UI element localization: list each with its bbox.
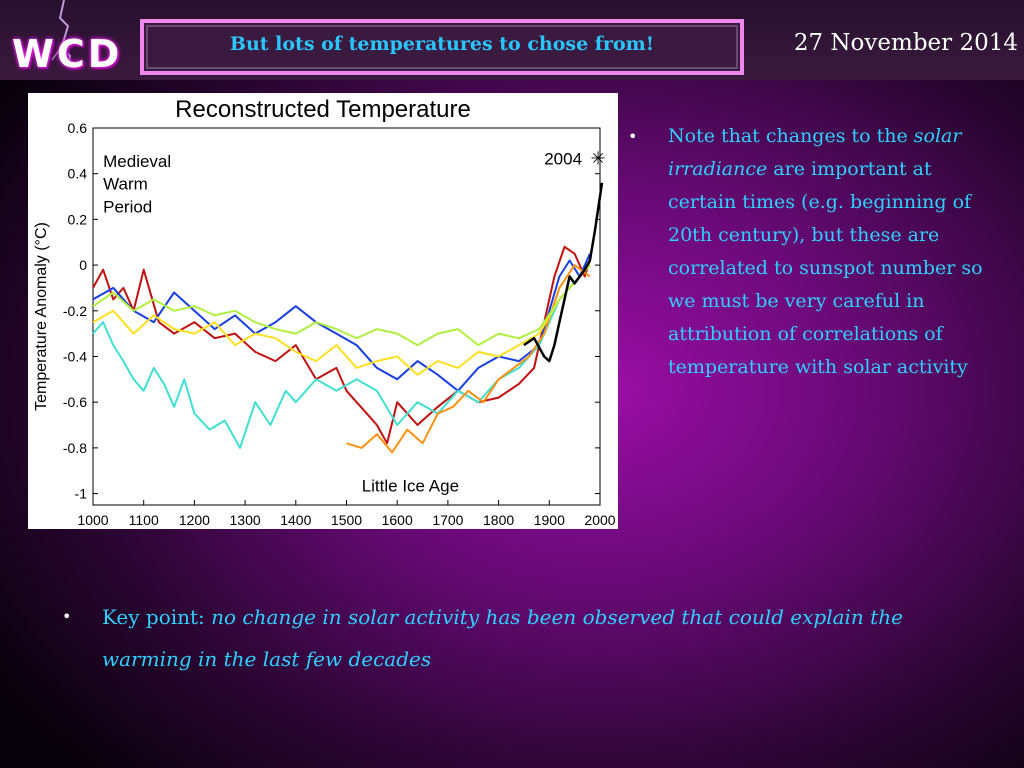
x-tick-label: 1600 <box>382 512 413 528</box>
title-box: But lots of temperatures to chose from! <box>140 19 744 75</box>
chart-title: Reconstructed Temperature <box>175 96 471 123</box>
y-tick-label: -1 <box>75 486 88 502</box>
bullet-dot: • <box>628 127 638 146</box>
x-tick-label: 1100 <box>129 512 159 528</box>
y-tick-label: 0.6 <box>68 120 88 136</box>
series-line-6 <box>523 182 604 363</box>
chart-svg: Reconstructed Temperature 0.6 0.4 0.2 0 -0.2 -… <box>33 96 616 528</box>
x-tick-label: 1500 <box>331 512 362 528</box>
y-tick-label: 0.2 <box>68 211 88 227</box>
x-tick-label: 1800 <box>483 512 514 528</box>
note-bullet: • Note that changes to the solar irradia… <box>626 120 998 384</box>
y-tick-label: 0.4 <box>68 166 88 182</box>
annotation-4: 2004 <box>544 150 582 169</box>
header-bar: WCD But lots of temperatures to chose fr… <box>0 0 1024 80</box>
temperature-chart: Reconstructed Temperature 0.6 0.4 0.2 0 -0.2 -… <box>28 93 618 529</box>
page-title: But lots of temperatures to chose from! <box>229 33 655 55</box>
y-tick-label: -0.6 <box>63 394 87 410</box>
annotation-3: Little Ice Age <box>362 476 459 495</box>
series-line-2 <box>92 264 591 449</box>
plot-frame <box>92 127 601 506</box>
x-tick-label: 2000 <box>584 512 615 528</box>
x-tick-label: 1400 <box>280 512 311 528</box>
y-axis-label: Temperature Anomaly (°C) <box>33 222 50 411</box>
series-line-1 <box>92 253 591 392</box>
annotation-1: Warm <box>103 175 148 194</box>
key-point-bullet: • Key point: no change in solar activity… <box>60 596 960 680</box>
note-text: Note that changes to the solar irradianc… <box>668 125 983 378</box>
y-tick-label: -0.8 <box>63 440 87 456</box>
x-tick-label: 1000 <box>77 512 108 528</box>
x-tick-label: 1200 <box>179 512 210 528</box>
series-line-5 <box>92 264 591 347</box>
bullet-dot: • <box>62 607 72 626</box>
series-line-0 <box>92 245 591 445</box>
annotation-2: Period <box>103 198 152 217</box>
series-line-4 <box>92 264 591 376</box>
key-point-text: Key point: no change in solar activity h… <box>102 605 903 671</box>
logo-text: WCD <box>12 32 123 76</box>
x-tick-label: 1700 <box>432 512 463 528</box>
y-tick-label: 0 <box>79 257 87 273</box>
y-tick-label: -0.4 <box>63 348 87 364</box>
wcd-logo: WCD <box>0 0 136 76</box>
x-tick-label: 1900 <box>534 512 565 528</box>
marker-star-icon: ✳ <box>590 149 605 170</box>
y-tick-label: -0.2 <box>63 303 87 319</box>
x-tick-label: 1300 <box>230 512 261 528</box>
lightning-icon <box>51 0 72 62</box>
slide-date: 27 November 2014 <box>793 30 1018 56</box>
annotation-0: Medieval <box>103 152 171 171</box>
